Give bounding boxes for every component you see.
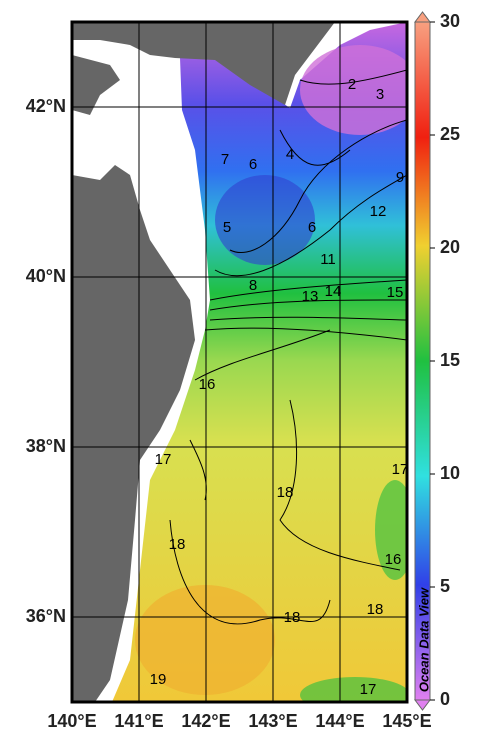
colorbar-arrow	[414, 699, 431, 711]
contour-label: 16	[199, 376, 216, 393]
colorbar-tick-label: 0	[440, 689, 450, 709]
contour-label: 17	[392, 461, 409, 478]
contour-label: 8	[249, 277, 257, 294]
contour-label: 15	[387, 284, 404, 301]
x-tick-label: 143°E	[248, 711, 297, 731]
field-blob	[215, 175, 315, 265]
colorbar-tick-label: 5	[440, 576, 450, 596]
colorbar-tick-label: 10	[440, 463, 460, 483]
y-tick-label: 42°N	[26, 96, 66, 116]
y-tick-label: 36°N	[26, 606, 66, 626]
x-tick-label: 144°E	[315, 711, 364, 731]
contour-label: 19	[150, 671, 167, 688]
contour-label: 2	[348, 76, 356, 93]
contour-label: 5	[223, 219, 231, 236]
contour-label: 14	[325, 283, 342, 300]
contour-label: 13	[302, 288, 319, 305]
contour-label: 9	[396, 169, 404, 186]
field-blob	[135, 585, 275, 695]
field-blob	[300, 677, 407, 702]
x-tick-label: 145°E	[382, 711, 431, 731]
x-tick-label: 142°E	[181, 711, 230, 731]
colorbar-tick-label: 30	[440, 11, 460, 31]
x-tick-label: 140°E	[47, 711, 96, 731]
field-blob	[300, 45, 407, 135]
contour-label: 11	[320, 251, 336, 268]
contour-label: 18	[277, 484, 294, 501]
contour-label: 6	[249, 156, 257, 173]
contour-label: 6	[308, 219, 316, 236]
sea-field	[112, 22, 407, 702]
contour-label: 3	[376, 86, 384, 103]
contour-label: 7	[221, 151, 229, 168]
field-blob	[375, 480, 407, 580]
x-tick-label: 141°E	[114, 711, 163, 731]
y-tick-label: 38°N	[26, 436, 66, 456]
contour-label: 16	[385, 551, 402, 568]
map-area	[72, 22, 407, 702]
colorbar-tick-label: 20	[440, 237, 460, 257]
contour-label: 17	[155, 451, 172, 468]
contours	[169, 69, 407, 625]
contour-label: 17	[360, 681, 377, 698]
contour-label: 18	[284, 609, 301, 626]
contour-label: 18	[169, 536, 186, 553]
colorbar-tick-label: 25	[440, 124, 460, 144]
contour-label: 12	[370, 203, 387, 220]
colorbar-arrow	[414, 11, 431, 23]
watermark: Ocean Data View	[416, 587, 431, 692]
land	[72, 22, 335, 702]
contour-label: 18	[367, 601, 384, 618]
colorbar-tick-label: 15	[440, 350, 460, 370]
contour-label: 4	[286, 146, 294, 163]
y-tick-label: 40°N	[26, 266, 66, 286]
